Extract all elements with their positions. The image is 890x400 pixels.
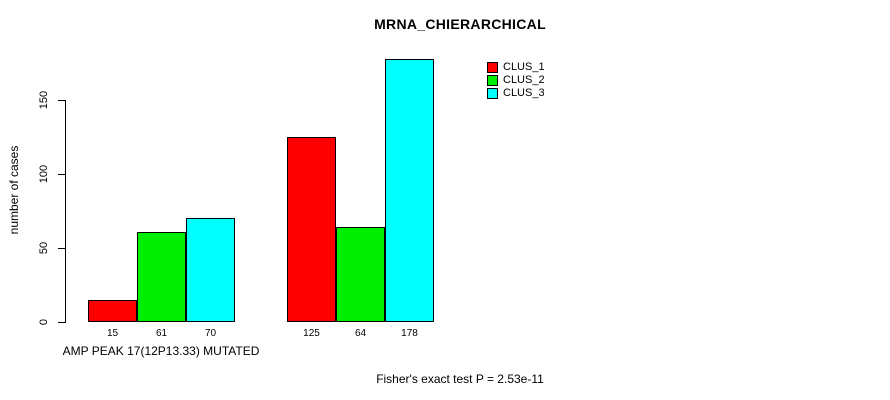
legend-label-clus_2: CLUS_2 [503, 74, 545, 86]
legend: CLUS_1 CLUS_2 CLUS_3 [487, 61, 545, 100]
legend-label-clus_3: CLUS_3 [503, 87, 545, 99]
y-axis-tick [58, 174, 65, 175]
y-tick-label: 100 [38, 164, 50, 184]
y-tick-label: 150 [38, 90, 50, 110]
bar-clus_1-group1 [88, 299, 137, 322]
legend-item: CLUS_1 [487, 61, 545, 73]
bar-value-label: 61 [155, 328, 168, 339]
legend-label-clus_1: CLUS_1 [503, 61, 545, 73]
x-axis-label: AMP PEAK 17(12P13.33) MUTATED [62, 344, 260, 358]
bar-value-label: 15 [106, 328, 119, 339]
chart-title: MRNA_CHIERARCHICAL [374, 16, 546, 32]
bar-clus_3-group2 [385, 58, 434, 322]
y-axis-line [65, 100, 66, 323]
y-tick-label: 0 [38, 318, 50, 326]
y-axis-tick [58, 322, 65, 323]
legend-swatch-clus_2 [487, 74, 498, 86]
legend-swatch-clus_3 [487, 87, 498, 99]
y-axis-tick [58, 248, 65, 249]
bar-clus_2-group2 [336, 227, 385, 322]
bar-value-label: 70 [204, 328, 217, 339]
legend-swatch-clus_1 [487, 61, 498, 73]
bar-clus_3-group1 [186, 218, 235, 322]
bar-value-label: 64 [354, 328, 367, 339]
y-tick-label: 50 [38, 241, 50, 255]
legend-item: CLUS_2 [487, 74, 545, 86]
bar-value-label: 178 [401, 328, 418, 339]
y-axis-tick [58, 100, 65, 101]
legend-item: CLUS_3 [487, 87, 545, 99]
stat-annotation: Fisher's exact test P = 2.53e-11 [376, 372, 544, 386]
bar-value-label: 125 [303, 328, 320, 339]
bar-clus_2-group1 [137, 231, 186, 322]
bar-clus_1-group2 [287, 137, 336, 322]
